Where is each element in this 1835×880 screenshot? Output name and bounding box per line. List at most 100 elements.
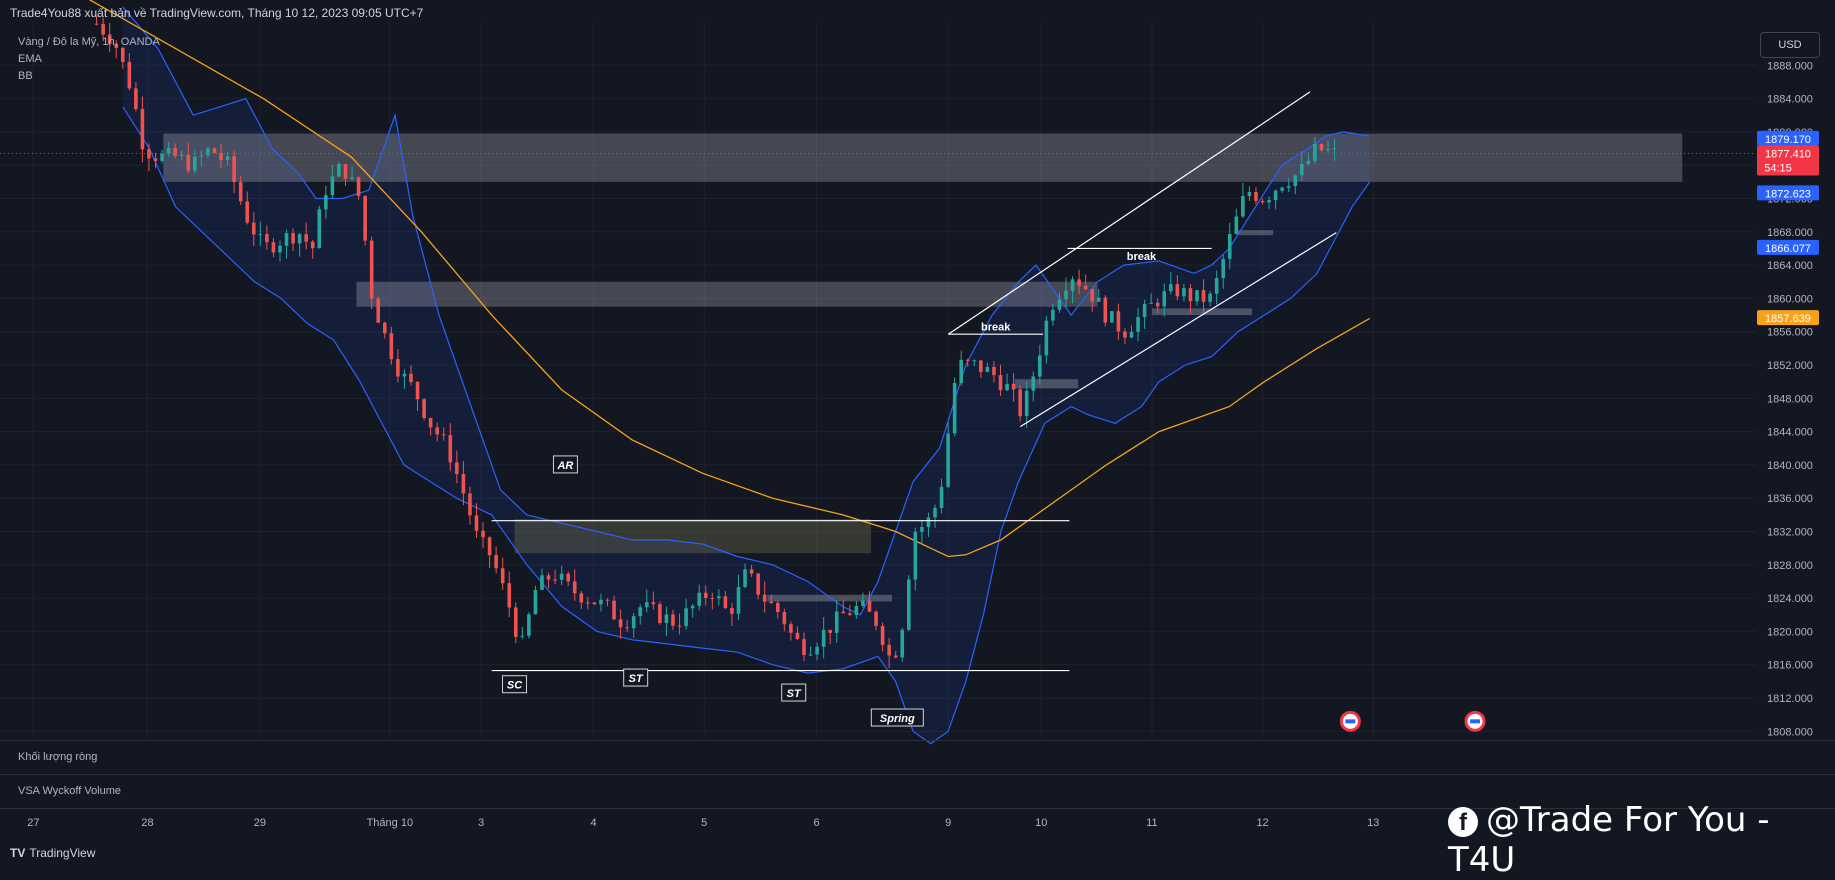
candle-body-135 — [979, 360, 983, 372]
candle-body-11 — [166, 147, 171, 154]
candle-body-134 — [972, 360, 977, 362]
vsa-volume-label: VSA Wyckoff Volume — [18, 785, 122, 797]
candle-body-78 — [605, 599, 610, 601]
candle-body-41 — [363, 195, 367, 241]
y-tick-9: 1844.000 — [1767, 427, 1813, 439]
candle-body-142 — [1024, 390, 1029, 417]
ema-indicator-label[interactable]: EMA — [18, 53, 42, 65]
price-label-3: 1866.077 — [1765, 243, 1811, 255]
y-tick-13: 1860.000 — [1767, 293, 1813, 305]
candle-body-77 — [599, 599, 603, 605]
currency-button[interactable]: USD — [1760, 32, 1820, 58]
candle-body-38 — [343, 164, 348, 179]
chart-legend: Vàng / Đô la Mỹ, 1h, OANDA EMA BB — [18, 34, 160, 85]
candle-body-127 — [926, 517, 931, 528]
zone-4 — [1014, 379, 1079, 389]
y-tick-11: 1852.000 — [1767, 360, 1813, 372]
candle-body-76 — [592, 602, 597, 605]
candle-body-110 — [815, 646, 819, 655]
candle-body-102 — [762, 594, 767, 602]
drawn-line-2 — [947, 91, 1311, 335]
candle-body-60 — [487, 537, 492, 556]
candle-body-69 — [546, 575, 551, 580]
candle-body-100 — [749, 569, 754, 574]
candle-body-125 — [913, 531, 918, 580]
ema-line — [88, 0, 1371, 558]
candle-body-17 — [206, 148, 210, 156]
candle-body-168 — [1195, 290, 1199, 302]
candle-body-108 — [802, 639, 806, 656]
y-tick-3: 1820.000 — [1767, 626, 1813, 638]
candle-body-1 — [101, 23, 105, 35]
candle-body-52 — [435, 427, 439, 435]
candle-body-152 — [1090, 289, 1095, 302]
candle-body-173 — [1227, 233, 1232, 259]
annotation-spring-4-box — [870, 708, 924, 727]
candle-body-30 — [291, 233, 295, 244]
facebook-icon: f — [1448, 806, 1478, 837]
x-tick-1: 28 — [141, 817, 153, 829]
candle-body-3 — [114, 43, 119, 48]
candle-body-154 — [1103, 297, 1108, 323]
candle-body-180 — [1273, 190, 1278, 201]
x-tick-0: 27 — [27, 817, 39, 829]
y-tick-12: 1856.000 — [1767, 327, 1813, 339]
candle-body-28 — [278, 245, 282, 253]
candle-body-143 — [1031, 376, 1036, 391]
candle-body-53 — [441, 434, 446, 436]
bb-upper-line — [122, 6, 1370, 616]
candle-body-114 — [841, 611, 846, 614]
candle-body-12 — [173, 147, 177, 157]
candle-body-57 — [468, 493, 472, 516]
candle-body-133 — [965, 359, 970, 361]
symbol-title[interactable]: Vàng / Đô la Mỹ, 1h, OANDA — [18, 36, 160, 48]
price-label-1: 1877.410 — [1765, 148, 1811, 160]
candle-body-160 — [1142, 303, 1147, 318]
price-label-bg-4 — [1757, 310, 1819, 326]
price-label-bg-3 — [1757, 239, 1819, 255]
candle-body-138 — [998, 375, 1003, 391]
candle-body-5 — [127, 62, 132, 89]
y-tick-20: 1888.000 — [1767, 60, 1813, 72]
candle-body-164 — [1169, 284, 1173, 292]
price-label-0: 1879.170 — [1765, 134, 1811, 146]
y-tick-7: 1836.000 — [1767, 493, 1813, 505]
vsa-volume-pane[interactable]: VSA Wyckoff Volume — [0, 774, 1835, 808]
candle-body-24 — [251, 222, 256, 235]
candle-body-161 — [1149, 302, 1153, 304]
price-label-bg-0 — [1757, 130, 1819, 146]
candle-body-105 — [782, 612, 787, 625]
candle-body-89 — [677, 625, 682, 627]
candle-body-83 — [638, 607, 643, 617]
candle-body-80 — [618, 619, 623, 628]
y-tick-4: 1824.000 — [1767, 593, 1813, 605]
candle-body-186 — [1313, 144, 1317, 161]
candle-body-32 — [304, 234, 308, 242]
candle-body-182 — [1286, 186, 1291, 188]
annotation-st-2-box — [623, 668, 649, 687]
annotation-st-2: ST — [629, 673, 644, 685]
candle-body-55 — [455, 462, 459, 475]
tradingview-footer[interactable]: TV TradingView — [10, 846, 95, 860]
annotation-sc-1-box — [502, 675, 528, 694]
candle-body-34 — [317, 209, 322, 249]
candle-body-96 — [723, 596, 728, 609]
candle-body-116 — [854, 605, 859, 615]
candle-body-90 — [684, 608, 688, 627]
bb-indicator-label[interactable]: BB — [18, 70, 33, 82]
candle-body-148 — [1064, 290, 1068, 300]
x-tick-9: 10 — [1035, 817, 1047, 829]
candle-body-120 — [880, 625, 885, 645]
net-volume-pane[interactable]: Khối lượng ròng — [0, 740, 1835, 774]
candle-body-126 — [920, 527, 924, 532]
candle-body-103 — [769, 601, 774, 604]
y-tick-8: 1840.000 — [1767, 460, 1813, 472]
zone-2 — [514, 519, 871, 554]
us-flag-stripe-0 — [1345, 719, 1356, 724]
candle-body-15 — [193, 156, 197, 171]
candle-body-171 — [1214, 278, 1219, 294]
candle-body-49 — [415, 381, 420, 400]
time-axis[interactable] — [0, 808, 1835, 837]
candle-body-146 — [1051, 309, 1055, 321]
